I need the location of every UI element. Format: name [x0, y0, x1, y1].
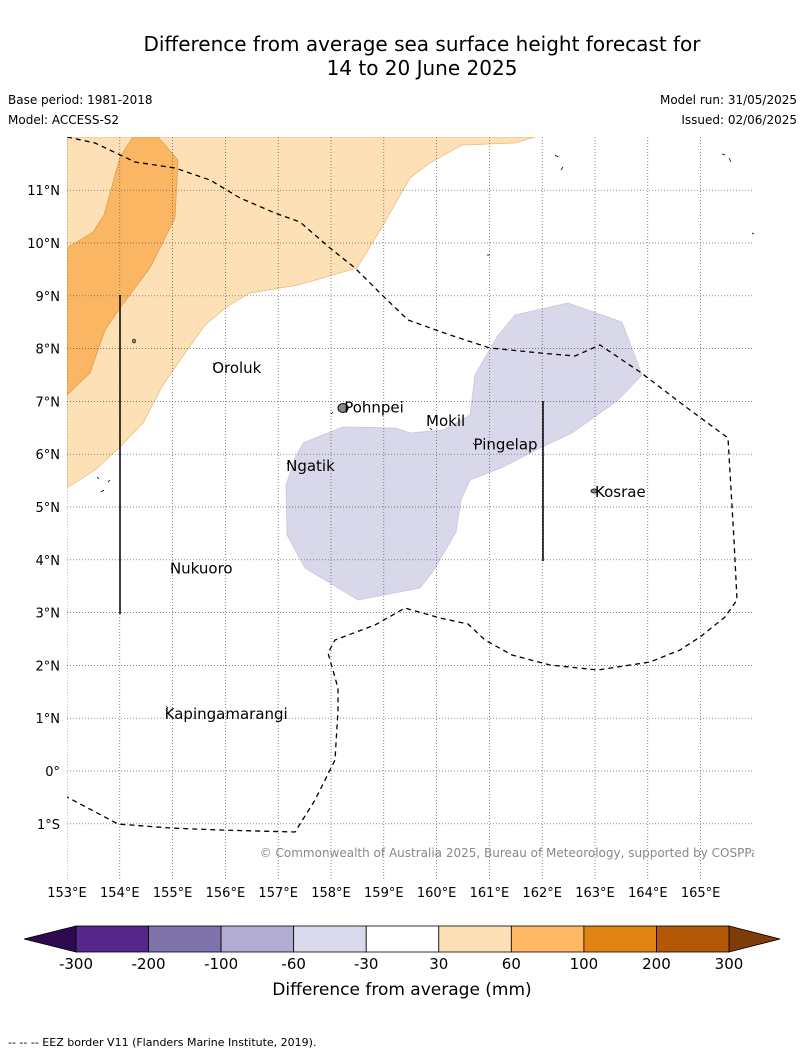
- legend-tick-label: 100: [570, 955, 599, 973]
- longitude-tick-label: 165°E: [681, 886, 721, 901]
- legend-swatch: [438, 925, 512, 953]
- latitude-tick-label: 7°N: [36, 395, 61, 410]
- legend-tick-label: -60: [281, 955, 306, 973]
- title-line-1: Difference from average sea surface heig…: [143, 32, 701, 56]
- place-label-mokil: Mokil: [426, 412, 465, 430]
- longitude-tick-label: 164°E: [628, 886, 668, 901]
- longitude-tick-label: 156°E: [206, 886, 246, 901]
- latitude-tick-label: 11°N: [27, 184, 60, 199]
- longitude-tick-label: 155°E: [153, 886, 193, 901]
- legend-over-arrow: [728, 925, 781, 953]
- latitude-tick-label: 1°N: [36, 712, 61, 727]
- latitude-tick-label: 6°N: [36, 448, 61, 463]
- latitude-tick-label: 1°S: [37, 818, 60, 833]
- legend-swatch: [510, 925, 585, 953]
- legend-under-arrow: [23, 925, 77, 953]
- legend-tick-label: 300: [715, 955, 744, 973]
- latitude-labels: 11°N 10°N 9°N 8°N 7°N 6°N 5°N 4°N 3°N 2°N 1°N 0° 1°S: [27, 184, 60, 833]
- legend-tick-label: 30: [429, 955, 448, 973]
- map-area[interactable]: Oroluk Pohnpei Mokil Pingelap Ngatik Kosrae Nu…: [67, 137, 765, 880]
- legend-tick-label: 200: [642, 955, 671, 973]
- anomaly-60-100mm-region: [67, 137, 179, 396]
- legend-swatch: [365, 925, 440, 953]
- base-period: Base period: 1981-2018: [8, 93, 153, 107]
- issued-date: Issued: 02/06/2025: [681, 113, 797, 127]
- map-title: Difference from average sea surface heig…: [0, 32, 804, 80]
- place-label-oroluk: Oroluk: [212, 359, 261, 377]
- colour-legend: -300 -200 -100 -60 -30 30 60 100 200 300: [23, 925, 781, 973]
- place-label-nukuoro: Nukuoro: [170, 560, 233, 578]
- anomaly-30-60mm-region: [67, 137, 536, 489]
- longitude-tick-label: 158°E: [311, 886, 351, 901]
- place-label-ngatik: Ngatik: [286, 457, 335, 475]
- place-labels: Oroluk Pohnpei Mokil Pingelap Ngatik Kosrae Nu…: [165, 359, 646, 723]
- place-label-kosrae: Kosrae: [595, 483, 646, 501]
- legend-swatch: [148, 925, 222, 953]
- model-run: Model run: 31/05/2025: [659, 93, 797, 107]
- longitude-tick-label: 154°E: [100, 886, 140, 901]
- longitude-tick-label: 162°E: [522, 886, 562, 901]
- longitude-tick-label: 163°E: [575, 886, 615, 901]
- legend-swatch: [220, 925, 295, 953]
- latitude-tick-label: 0°: [45, 765, 60, 780]
- latitude-tick-label: 2°N: [36, 659, 61, 674]
- longitude-tick-label: 153°E: [47, 886, 87, 901]
- latitude-tick-label: 4°N: [36, 554, 61, 569]
- longitude-tick-label: 157°E: [258, 886, 298, 901]
- eez-border: [67, 137, 738, 833]
- latitude-tick-label: 8°N: [36, 343, 61, 358]
- longitude-tick-label: 161°E: [470, 886, 510, 901]
- longitude-labels: 153°E 154°E 155°E 156°E 157°E 158°E 159°E 160°E…: [47, 886, 720, 901]
- copyright-notice: © Commonwealth of Australia 2025, Bureau…: [260, 846, 765, 860]
- longitude-tick-label: 160°E: [417, 886, 457, 901]
- islet-dots: [96, 153, 754, 709]
- longitude-tick-label: 159°E: [364, 886, 404, 901]
- kosrae-island: [590, 488, 598, 494]
- latitude-tick-label: 5°N: [36, 501, 61, 516]
- legend-tick-label: -100: [204, 955, 238, 973]
- model-name: Model: ACCESS-S2: [8, 113, 120, 127]
- place-label-kapingamarangi: Kapingamarangi: [165, 705, 288, 723]
- legend-tick-label: 60: [502, 955, 521, 973]
- legend-tick-label: -200: [132, 955, 166, 973]
- place-label-pingelap: Pingelap: [474, 436, 538, 454]
- legend-tick-label: -30: [354, 955, 379, 973]
- place-label-pohnpei: Pohnpei: [344, 399, 404, 417]
- pohnpei-island: [337, 403, 349, 413]
- legend-swatch: [75, 925, 149, 953]
- graticule: [67, 137, 754, 880]
- anomaly-minus60-minus30mm-region: [285, 302, 643, 601]
- title-line-2: 14 to 20 June 2025: [326, 56, 518, 80]
- legend-tick-label: -300: [59, 955, 93, 973]
- latitude-tick-label: 3°N: [36, 607, 61, 622]
- islet-1: [132, 338, 136, 344]
- legend-swatch: [583, 925, 657, 953]
- legend-title: Difference from average (mm): [272, 980, 531, 1000]
- eez-footnote: -- -- -- EEZ border V11 (Flanders Marine…: [8, 1036, 317, 1049]
- latitude-tick-label: 10°N: [27, 237, 60, 252]
- legend-swatch: [293, 925, 367, 953]
- legend-swatch: [656, 925, 730, 953]
- latitude-tick-label: 9°N: [36, 290, 61, 305]
